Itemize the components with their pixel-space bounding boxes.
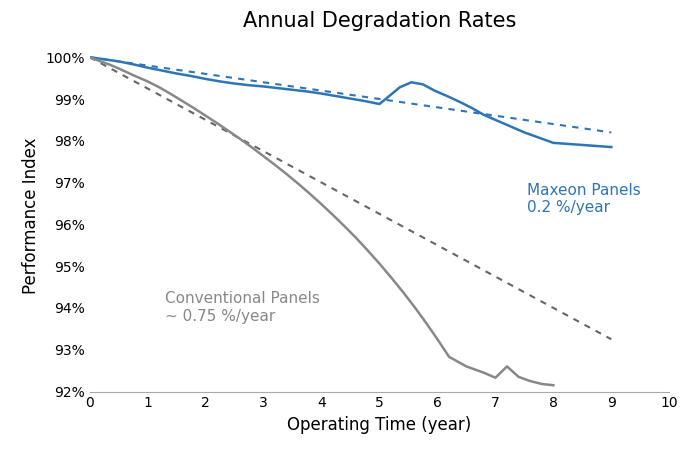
Text: Maxeon Panels
0.2 %/year: Maxeon Panels 0.2 %/year bbox=[527, 183, 641, 215]
Text: Conventional Panels
~ 0.75 %/year: Conventional Panels ~ 0.75 %/year bbox=[165, 291, 320, 324]
Y-axis label: Performance Index: Performance Index bbox=[22, 138, 40, 294]
X-axis label: Operating Time (year): Operating Time (year) bbox=[287, 416, 472, 434]
Title: Annual Degradation Rates: Annual Degradation Rates bbox=[243, 11, 516, 31]
